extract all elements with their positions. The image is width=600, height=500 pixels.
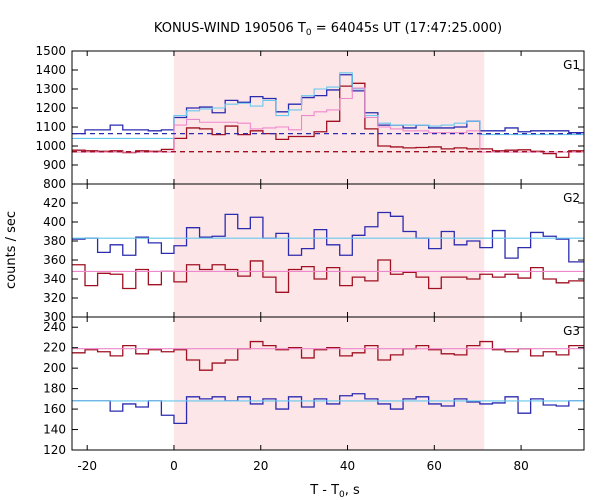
y-tick-label: 1000 (35, 139, 66, 153)
y-tick-label: 1300 (35, 82, 66, 96)
y-tick-label: 380 (43, 234, 66, 248)
y-tick-label: 800 (43, 177, 66, 191)
panel-g3-frame (71, 316, 585, 451)
panel-g1: 800 900 1000 1100 1200 1300 1400 1500 G1 (35, 44, 585, 191)
y-tick-label: 180 (43, 382, 66, 396)
shaded-interval (173, 51, 485, 450)
panel-g1-series-3 (72, 87, 584, 153)
panel-label: G3 (563, 324, 580, 338)
y-tick-label: 320 (43, 291, 66, 305)
x-tick-label: 60 (427, 459, 442, 473)
y-tick-label: 140 (43, 423, 66, 437)
y-tick-label: 360 (43, 253, 66, 267)
panel-g1-series-2 (72, 72, 584, 139)
y-tick-label: 1200 (35, 101, 66, 115)
y-tick-label: 420 (43, 196, 66, 210)
y-tick-label: 220 (43, 341, 66, 355)
chart-title: KONUS-WIND 190506 T0 = 64045s UT (17:47:… (154, 21, 502, 38)
y-tick-label: 1500 (35, 44, 66, 58)
y-tick-label: 120 (43, 443, 66, 457)
x-tick-label: 20 (253, 459, 268, 473)
x-axis-label: T - T0, s (309, 483, 360, 500)
panels-group: 800900100011001200130014001500G130032034… (35, 44, 585, 473)
panel-g2-series-1 (72, 259, 584, 293)
panel-label: G2 (563, 191, 580, 205)
panel-label: G1 (563, 58, 580, 72)
panel-g3: 120 140 160 180 200 220 240 G3 (43, 316, 585, 457)
panel-g2-series-0 (72, 211, 584, 263)
x-tick-label: -20 (77, 459, 97, 473)
panel-g3-series-1 (72, 393, 584, 425)
x-tick-label: 40 (340, 459, 355, 473)
y-tick-label: 1400 (35, 63, 66, 77)
y-tick-label: 300 (43, 310, 66, 324)
y-tick-label: 900 (43, 158, 66, 172)
x-tick-label: 80 (513, 459, 528, 473)
y-tick-label: 200 (43, 361, 66, 375)
y-tick-label: 1100 (35, 120, 66, 134)
y-tick-label: 400 (43, 215, 66, 229)
y-tick-label: 240 (43, 320, 66, 334)
panel-g1-series-1 (72, 82, 584, 159)
y-tick-label: 340 (43, 272, 66, 286)
y-axis-label: counts / sec (4, 211, 19, 289)
x-tick-label: 0 (170, 459, 178, 473)
y-tick-label: 160 (43, 402, 66, 416)
